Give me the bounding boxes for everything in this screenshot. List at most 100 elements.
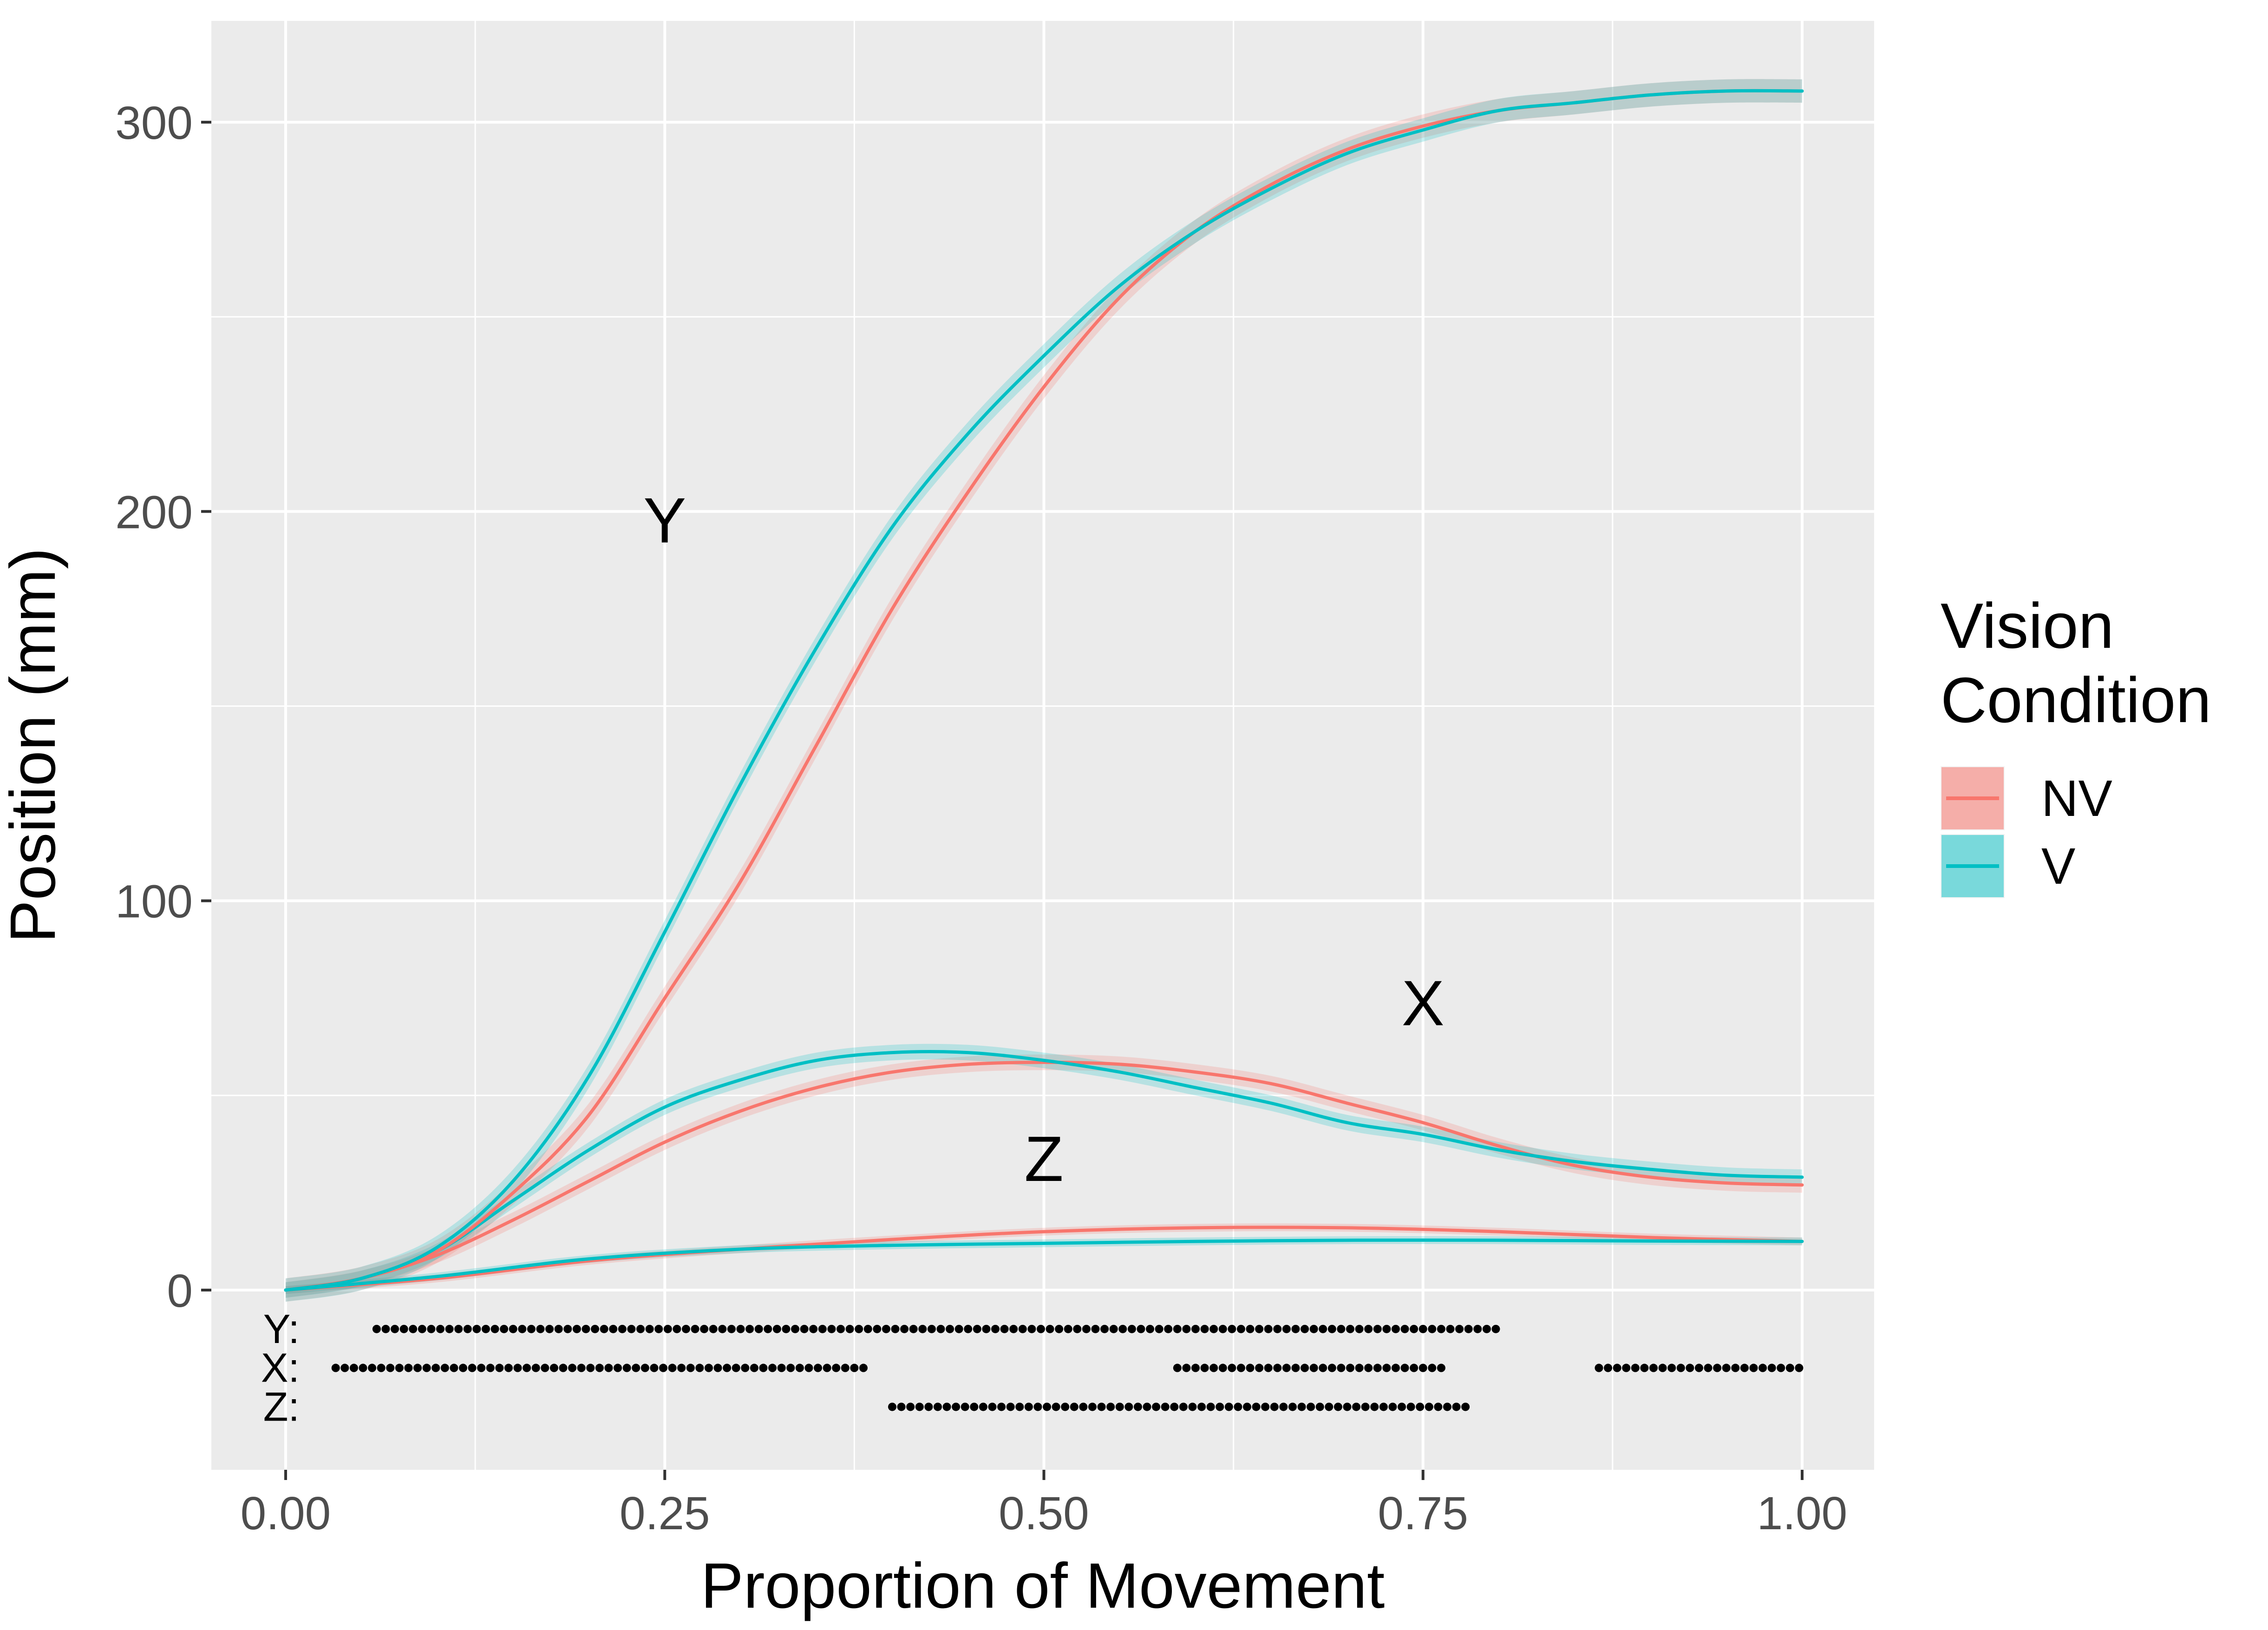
sig-dot-z (942, 1402, 951, 1411)
sig-dot-x (1273, 1363, 1282, 1372)
sig-dot-z (1061, 1402, 1070, 1411)
sig-dot-z (897, 1402, 906, 1411)
sig-dot-x (559, 1363, 568, 1372)
sig-dot-y (654, 1324, 663, 1333)
sig-dot-y (1473, 1324, 1482, 1333)
sig-dot-y (709, 1324, 718, 1333)
sig-dot-x (1173, 1363, 1182, 1372)
sig-dot-z (915, 1402, 924, 1411)
sig-dot-x (1191, 1363, 1200, 1372)
sig-dot-y (472, 1324, 481, 1333)
sig-dot-y (718, 1324, 727, 1333)
sig-dot-z (1070, 1402, 1078, 1411)
sig-dot-y (873, 1324, 882, 1333)
sig-dot-x (841, 1363, 850, 1372)
sig-dot-x (704, 1363, 713, 1372)
sig-dot-y (1355, 1324, 1364, 1333)
sig-dot-x (1218, 1363, 1227, 1372)
sig-dot-x (1640, 1363, 1649, 1372)
sig-dot-y (545, 1324, 554, 1333)
sig-dot-y (645, 1324, 654, 1333)
sig-dot-x (486, 1363, 495, 1372)
sig-dot-x (850, 1363, 859, 1372)
sig-dot-y (827, 1324, 836, 1333)
legend-title-line-2: Condition (1941, 665, 2211, 736)
sig-dot-y (1291, 1324, 1300, 1333)
y-axis: 0 100 200 300 (115, 97, 211, 1317)
sig-dot-y (1309, 1324, 1318, 1333)
ribbon-v-z (286, 1236, 1802, 1294)
sig-dot-x (1604, 1363, 1613, 1372)
sig-dot-y (745, 1324, 754, 1333)
sig-dot-x (1758, 1363, 1767, 1372)
sig-dot-z (1088, 1402, 1097, 1411)
ribbon-nv-x (286, 1054, 1802, 1298)
line-v-z (284, 1238, 1804, 1292)
sig-row-label-y: Y: (263, 1306, 300, 1352)
sig-dot-z (1443, 1402, 1451, 1411)
legend-label-v: V (2041, 838, 2075, 895)
sig-dot-x (713, 1363, 722, 1372)
sig-dot-x (1731, 1363, 1740, 1372)
sig-dot-y (1027, 1324, 1036, 1333)
sig-dot-y (554, 1324, 563, 1333)
y-axis-title: Position (mm) (0, 548, 69, 943)
legend-item-v: V (1941, 834, 2075, 898)
sig-dot-z (1033, 1402, 1042, 1411)
sig-dot-z (1452, 1402, 1461, 1411)
sig-dot-y (1191, 1324, 1200, 1333)
sig-dot-z (1416, 1402, 1425, 1411)
sig-dot-y (591, 1324, 600, 1333)
sig-dot-x (1649, 1363, 1658, 1372)
sig-dot-y (1273, 1324, 1282, 1333)
sig-dot-y (918, 1324, 927, 1333)
sig-dot-z (933, 1402, 942, 1411)
sig-dot-x (1749, 1363, 1758, 1372)
sig-dot-y (490, 1324, 499, 1333)
sig-dot-x (668, 1363, 677, 1372)
sig-dot-x (1255, 1363, 1264, 1372)
sig-dot-z (1361, 1402, 1370, 1411)
y-tick-label: 100 (115, 876, 193, 928)
sig-dot-y (1400, 1324, 1409, 1333)
sig-dot-y (1382, 1324, 1391, 1333)
annotation-z: Z (1024, 1123, 1063, 1195)
sig-dot-x (1676, 1363, 1685, 1372)
sig-dot-x (1418, 1363, 1427, 1372)
sig-dot-y (973, 1324, 981, 1333)
sig-dot-y (818, 1324, 827, 1333)
sig-dot-y (863, 1324, 872, 1333)
sig-dot-y (800, 1324, 809, 1333)
sig-dot-x (1291, 1363, 1300, 1372)
sig-dot-x (786, 1363, 795, 1372)
sig-dot-x (477, 1363, 486, 1372)
sig-dot-z (1261, 1402, 1270, 1411)
sig-dot-y (1127, 1324, 1136, 1333)
sig-dot-y (1146, 1324, 1155, 1333)
sig-dot-x (723, 1363, 732, 1372)
sig-dot-x (1319, 1363, 1327, 1372)
sig-dot-y (1373, 1324, 1382, 1333)
sig-dot-x (1410, 1363, 1418, 1372)
sig-dot-z (1398, 1402, 1406, 1411)
sig-dot-y (764, 1324, 772, 1333)
sig-dot-y (1109, 1324, 1118, 1333)
sig-dot-z (1370, 1402, 1379, 1411)
sig-dot-z (1270, 1402, 1279, 1411)
sig-dot-x (1301, 1363, 1309, 1372)
sig-dot-y (500, 1324, 509, 1333)
sig-dot-y (418, 1324, 426, 1333)
sig-dot-y (1301, 1324, 1309, 1333)
sig-dot-x (859, 1363, 868, 1372)
sig-dot-y (836, 1324, 845, 1333)
sig-dot-y (1182, 1324, 1191, 1333)
sig-dot-z (1252, 1402, 1261, 1411)
sig-dot-y (409, 1324, 418, 1333)
sig-dot-y (1155, 1324, 1163, 1333)
sig-dot-x (568, 1363, 577, 1372)
sig-dot-x (1236, 1363, 1245, 1372)
sig-dot-z (1188, 1402, 1197, 1411)
sig-dot-y (618, 1324, 627, 1333)
sig-dot-x (1785, 1363, 1794, 1372)
sig-dot-x (650, 1363, 659, 1372)
